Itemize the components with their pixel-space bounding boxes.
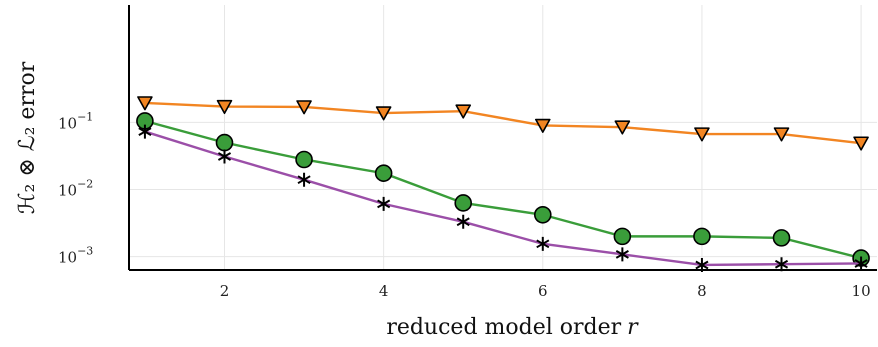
data-point [377, 196, 391, 211]
data-point [615, 247, 629, 262]
data-point [374, 164, 393, 182]
data-point [217, 149, 232, 164]
data-point [533, 205, 552, 224]
tick-labels: 2 4 6 8 10 10−3 10−2 10−1 [58, 110, 871, 300]
data-point [614, 120, 631, 135]
data-point [772, 229, 791, 247]
x-tick-label: 10 [852, 282, 871, 300]
series-3 [138, 124, 868, 272]
data-point [694, 127, 710, 142]
data-point [456, 214, 470, 229]
data-point [216, 99, 233, 115]
data-point [138, 124, 152, 139]
y-tick-label: 10−2 [58, 177, 93, 199]
series-layer [136, 96, 870, 272]
data-point [534, 118, 551, 133]
axes [128, 5, 877, 271]
x-tick-label: 2 [220, 282, 230, 300]
grid [129, 5, 877, 270]
data-point [375, 106, 392, 121]
data-point [454, 194, 473, 212]
x-tick-label: 8 [697, 282, 707, 300]
x-tick-label: 6 [538, 282, 548, 300]
series-line [144, 119, 862, 260]
data-point [295, 150, 313, 169]
y-axis-title: ℋ₂ ⊗ ℒ₂ error [15, 61, 40, 214]
x-tick-label: 4 [379, 282, 389, 300]
data-point [137, 96, 153, 111]
data-point [613, 227, 632, 246]
data-point [854, 256, 868, 271]
data-point [215, 133, 234, 152]
series-2 [136, 112, 870, 267]
data-point [853, 136, 869, 151]
data-point [536, 236, 550, 251]
series-1 [137, 96, 869, 151]
data-point [297, 172, 311, 187]
data-point [455, 104, 472, 119]
data-point [774, 257, 789, 272]
series-line [144, 101, 862, 145]
data-point [693, 227, 711, 246]
y-tick-label: 10−3 [58, 245, 93, 267]
data-point [773, 127, 790, 142]
data-point [296, 100, 312, 115]
y-tick-label: 10−1 [58, 110, 93, 132]
series-line [144, 130, 862, 267]
x-axis-variable: r [627, 315, 639, 340]
x-axis-title: reduced model order r [386, 315, 639, 340]
